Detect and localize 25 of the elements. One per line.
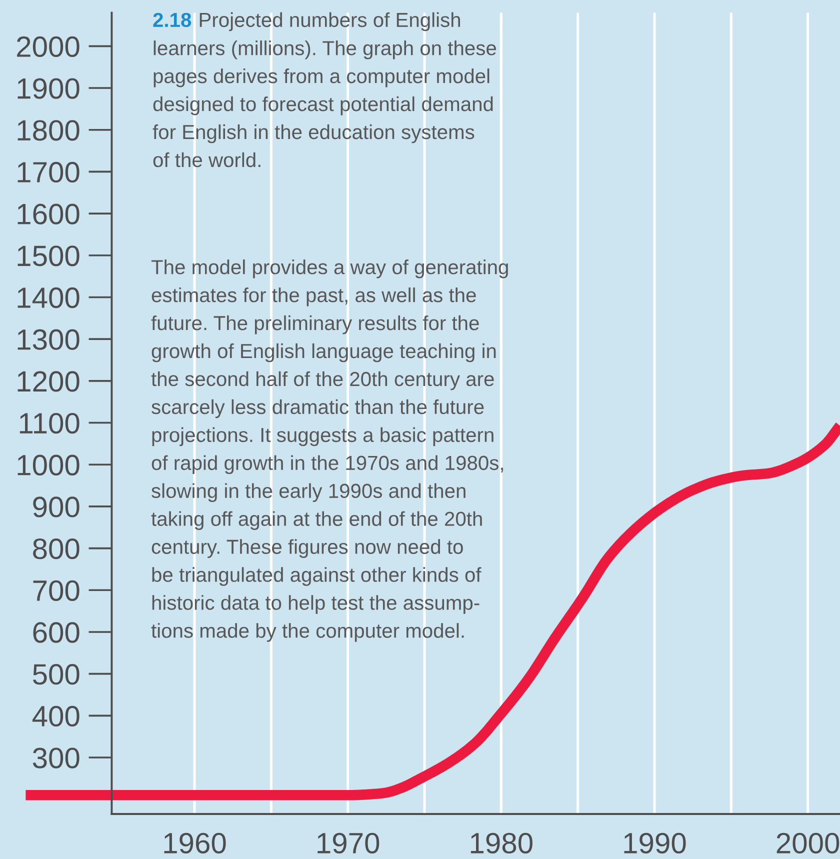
- y-tick-label: 300: [32, 748, 80, 768]
- y-tick-label: 1800: [18, 120, 80, 141]
- x-tick-label: 1990: [624, 832, 686, 854]
- text: 2.18 Projected numbers of English learners (millions). The graph on these pages derives from a computer model designed to forecast potential demand for English in the education systems of the world.: [152, 12, 496, 168]
- y-tick-label: 2000: [17, 36, 80, 58]
- y-tick-label: 1200: [18, 371, 80, 392]
- x-tick-label: 2000: [776, 832, 840, 854]
- y-tick-label: 1700: [18, 162, 80, 183]
- x-tick-label: 1970: [318, 832, 380, 854]
- text: The model provides a way of generating estimates for the past, as well as the future. The preliminary results for the growth of English language teaching in the second half of the 20th century are scarcely less dramatic than the future projections. It suggests a basic pattern of rapid growth in the 1970s and 1980s, slowing in the early 1990s and then taking off again at the end of the 20th century. These figures now need to be triangulated against other kinds of historic data to help test the assump- tions made by the computer model.: [151, 260, 508, 642]
- y-tick-label: 600: [33, 622, 80, 643]
- y-tick-label: 700: [33, 580, 80, 601]
- y-tick-label: 1900: [18, 78, 80, 99]
- y-tick-label: 1600: [18, 204, 80, 224]
- y-tick-label: 1000: [18, 454, 80, 476]
- y-tick-label: 1400: [18, 287, 80, 308]
- y-tick-label: 800: [33, 538, 80, 560]
- y-tick-label: 900: [33, 496, 80, 518]
- y-tick-label: 500: [32, 664, 80, 685]
- y-tick-label: 400: [32, 706, 80, 727]
- x-tick-label: 1980: [470, 832, 532, 854]
- y-tick-label: 1100: [20, 412, 80, 434]
- x-tick-label: 1960: [164, 832, 226, 854]
- y-tick-label: 1500: [18, 246, 80, 266]
- y-tick-label: 1300: [18, 329, 80, 350]
